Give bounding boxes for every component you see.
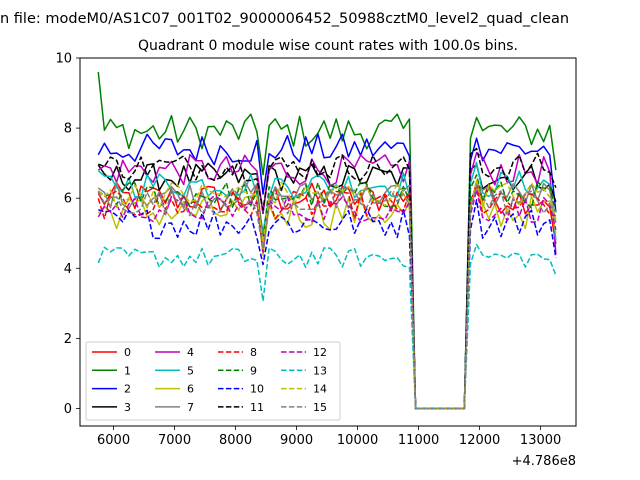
series-line-1 — [97, 71, 557, 410]
y-tick-label: 8 — [64, 122, 72, 137]
legend-label-13: 13 — [313, 364, 327, 377]
x-offset-text: +4.786e8 — [512, 454, 576, 469]
legend-label-14: 14 — [313, 383, 327, 396]
legend-label-0: 0 — [124, 346, 131, 359]
series-lines — [97, 71, 557, 410]
legend-label-4: 4 — [187, 346, 194, 359]
y-tick-label: 6 — [64, 192, 72, 207]
plot-frame — [79, 57, 577, 427]
series-line-11 — [98, 147, 557, 410]
legend-label-11: 11 — [250, 401, 264, 414]
series-line-4 — [97, 151, 557, 410]
series-line-10 — [98, 199, 557, 410]
legend-label-12: 12 — [313, 346, 327, 359]
legend-label-6: 6 — [187, 383, 194, 396]
series-line-8 — [97, 183, 557, 410]
x-tick-label: 7000 — [158, 433, 191, 448]
legend-label-2: 2 — [124, 383, 131, 396]
x-tick-label: 8000 — [219, 433, 252, 448]
legend-label-1: 1 — [124, 364, 131, 377]
x-tick-label: 6000 — [97, 433, 130, 448]
x-axis: 6000 7000 8000 9000 10000 11000 12000 13000 — [97, 426, 561, 448]
legend-label-15: 15 — [313, 401, 327, 414]
series-line-2 — [97, 133, 557, 410]
legend-label-9: 9 — [250, 364, 257, 377]
legend-label-8: 8 — [250, 346, 257, 359]
series-line-5 — [97, 161, 557, 410]
y-tick-label: 2 — [64, 332, 72, 347]
x-tick-label: 13000 — [520, 433, 561, 448]
chart-title: Quadrant 0 module wise count rates with … — [138, 38, 518, 54]
x-tick-label: 11000 — [398, 433, 439, 448]
series-line-12 — [97, 189, 557, 410]
legend-label-7: 7 — [187, 401, 194, 414]
figure-suptitle: n file: modeM0/AS1C07_001T02_9000006452_… — [0, 11, 569, 27]
legend-label-5: 5 — [187, 364, 194, 377]
legend-box — [85, 341, 341, 421]
legend-label-10: 10 — [250, 383, 264, 396]
y-tick-label: 0 — [64, 402, 72, 417]
y-tick-label: 4 — [64, 262, 72, 277]
y-axis: 0 2 4 6 8 10 — [55, 52, 80, 417]
x-tick-label: 12000 — [459, 433, 500, 448]
x-tick-label: 10000 — [337, 433, 378, 448]
series-line-14 — [97, 178, 557, 410]
x-tick-label: 9000 — [280, 433, 313, 448]
legend-label-3: 3 — [124, 401, 131, 414]
y-tick-label: 10 — [55, 52, 72, 67]
series-line-15 — [97, 184, 557, 410]
